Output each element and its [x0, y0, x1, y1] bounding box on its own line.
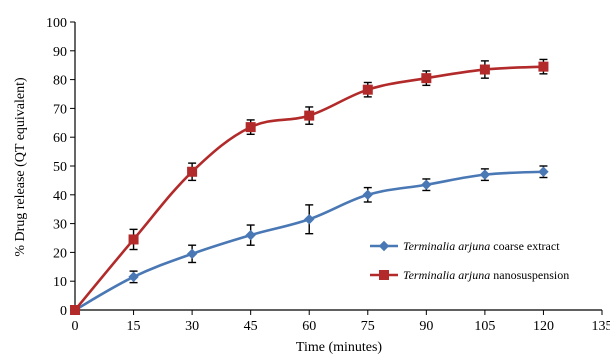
y-tick-label: 80	[53, 74, 67, 89]
data-point	[70, 305, 80, 315]
x-tick-label: 60	[302, 319, 316, 334]
x-axis-title: Time (minutes)	[296, 340, 383, 355]
y-tick-label: 40	[53, 189, 67, 204]
x-tick-label: 75	[361, 319, 375, 334]
series-line	[73, 65, 544, 311]
data-point	[538, 61, 549, 72]
data-point	[538, 166, 549, 177]
y-tick-label: 90	[53, 45, 67, 60]
data-point	[362, 189, 373, 201]
x-tick-label: 120	[533, 319, 554, 334]
data-point	[128, 271, 139, 283]
data-point	[421, 73, 432, 84]
series-layer	[69, 58, 549, 316]
legend-label-italic: Terminalia arjuna	[403, 268, 490, 282]
data-point	[186, 248, 198, 260]
x-tick-label: 45	[244, 319, 258, 334]
data-point	[245, 229, 256, 241]
x-tick-label: 90	[419, 319, 433, 334]
data-point	[304, 214, 315, 225]
data-point	[421, 179, 432, 190]
series-1	[70, 58, 549, 315]
data-point	[245, 122, 256, 133]
y-tick-label: 0	[60, 304, 67, 319]
x-tick-label: 105	[474, 319, 495, 334]
y-tick-label: 100	[46, 16, 67, 31]
legend-label-rest: nanosuspension	[490, 268, 569, 282]
y-tick-label: 30	[53, 218, 67, 233]
x-tick-label: 15	[127, 319, 141, 334]
legend-label-italic: Terminalia arjuna	[403, 239, 490, 253]
data-point	[187, 166, 198, 177]
legend-label: Terminalia arjuna coarse extract	[403, 239, 560, 253]
data-point	[479, 169, 491, 180]
data-point	[479, 64, 490, 75]
legend-label: Terminalia arjuna nanosuspension	[403, 268, 569, 282]
x-tick-label: 30	[185, 319, 199, 334]
y-tick-label: 50	[53, 160, 67, 175]
axes: 0 10 20 30 40 50 60 70 80 90 100 0 15 30 45 60 75 90 105 12…	[46, 16, 610, 334]
y-tick-label: 70	[53, 102, 67, 117]
y-axis-title: % Drug release (QT equivalent)	[13, 77, 28, 257]
x-tick-label: 135	[592, 319, 610, 334]
legend-label-rest: coarse extract	[490, 239, 560, 253]
y-tick-label: 10	[53, 275, 67, 290]
y-tick-label: 20	[53, 246, 67, 261]
legend: Terminalia arjuna coarse extractTerminal…	[370, 239, 569, 282]
legend-marker	[378, 240, 390, 252]
x-tick-label: 0	[72, 319, 79, 334]
data-point	[128, 234, 139, 245]
y-tick-label: 60	[53, 131, 67, 146]
data-point	[304, 110, 315, 121]
data-point	[362, 84, 373, 95]
legend-marker	[379, 270, 389, 280]
